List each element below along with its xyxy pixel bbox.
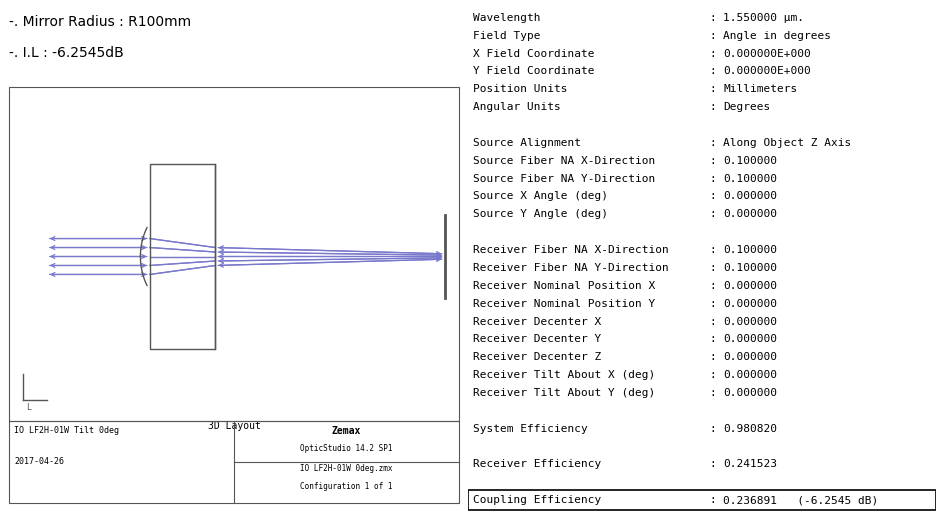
Text: 0.100000: 0.100000: [724, 173, 777, 184]
Text: Millimeters: Millimeters: [724, 84, 797, 94]
Text: Source Alignment: Source Alignment: [473, 138, 580, 148]
Text: :: :: [709, 156, 716, 166]
Bar: [9, 421, 459, 503]
Text: :: :: [709, 370, 716, 380]
Text: 0.100000: 0.100000: [724, 156, 777, 166]
Text: :: :: [709, 191, 716, 202]
Text: :: :: [709, 173, 716, 184]
Text: Source Y Angle (deg): Source Y Angle (deg): [473, 209, 607, 220]
Text: Source X Angle (deg): Source X Angle (deg): [473, 191, 607, 202]
Text: :: :: [709, 388, 716, 398]
Text: Y Field Coordinate: Y Field Coordinate: [473, 66, 594, 76]
Text: 2017-04-26: 2017-04-26: [14, 457, 64, 466]
Text: System Efficiency: System Efficiency: [473, 424, 588, 433]
Text: Configuration 1 of 1: Configuration 1 of 1: [300, 482, 392, 491]
Text: 0.000000: 0.000000: [724, 352, 777, 362]
Text: :: :: [709, 209, 716, 220]
Text: 0.100000: 0.100000: [724, 263, 777, 273]
Text: IO LF2H-01W 0deg.zmx: IO LF2H-01W 0deg.zmx: [300, 464, 392, 473]
Text: OpticStudio 14.2 SP1: OpticStudio 14.2 SP1: [300, 444, 392, 453]
Text: Source Fiber NA X-Direction: Source Fiber NA X-Direction: [473, 156, 655, 166]
Text: Position Units: Position Units: [473, 84, 567, 94]
Text: Receiver Efficiency: Receiver Efficiency: [473, 460, 601, 469]
Text: :: :: [709, 245, 716, 255]
Text: :: :: [709, 317, 716, 326]
Text: :: :: [709, 460, 716, 469]
Text: 0.100000: 0.100000: [724, 245, 777, 255]
Text: Degrees: Degrees: [724, 102, 770, 112]
Text: Receiver Decenter Y: Receiver Decenter Y: [473, 334, 601, 344]
Text: :: :: [709, 138, 716, 148]
Text: :: :: [709, 334, 716, 344]
Text: Receiver Fiber NA Y-Direction: Receiver Fiber NA Y-Direction: [473, 263, 668, 273]
Bar: [468, 490, 936, 510]
Text: Receiver Nominal Position X: Receiver Nominal Position X: [473, 281, 655, 291]
Text: 0.000000: 0.000000: [724, 299, 777, 309]
Text: L: L: [26, 403, 31, 412]
Text: 0.000000E+000: 0.000000E+000: [724, 49, 811, 58]
Bar: [150, 164, 215, 349]
Bar: [9, 87, 459, 421]
Text: :: :: [709, 84, 716, 94]
Text: 0.000000E+000: 0.000000E+000: [724, 66, 811, 76]
Text: Receiver Tilt About X (deg): Receiver Tilt About X (deg): [473, 370, 655, 380]
Text: :: :: [709, 263, 716, 273]
Text: -. I.L : -6.2545dB: -. I.L : -6.2545dB: [9, 46, 124, 60]
Text: Along Object Z Axis: Along Object Z Axis: [724, 138, 852, 148]
Text: 1.550000 μm.: 1.550000 μm.: [724, 13, 804, 23]
Text: -. Mirror Radius : R100mm: -. Mirror Radius : R100mm: [9, 15, 192, 29]
Text: Wavelength: Wavelength: [473, 13, 540, 23]
Text: 0.000000: 0.000000: [724, 191, 777, 202]
Text: 0.241523: 0.241523: [724, 460, 777, 469]
Text: X Field Coordinate: X Field Coordinate: [473, 49, 594, 58]
Text: 0.000000: 0.000000: [724, 388, 777, 398]
Text: :: :: [709, 352, 716, 362]
Text: Coupling Efficiency: Coupling Efficiency: [473, 495, 601, 505]
Text: Receiver Nominal Position Y: Receiver Nominal Position Y: [473, 299, 655, 309]
Text: :: :: [709, 102, 716, 112]
Text: 0.000000: 0.000000: [724, 334, 777, 344]
Text: Receiver Tilt About Y (deg): Receiver Tilt About Y (deg): [473, 388, 655, 398]
Text: 0.000000: 0.000000: [724, 317, 777, 326]
Text: Receiver Decenter Z: Receiver Decenter Z: [473, 352, 601, 362]
Text: Angle in degrees: Angle in degrees: [724, 31, 831, 41]
Text: :: :: [709, 49, 716, 58]
Text: 0.000000: 0.000000: [724, 370, 777, 380]
Text: Field Type: Field Type: [473, 31, 540, 41]
Text: Angular Units: Angular Units: [473, 102, 561, 112]
Text: :: :: [709, 495, 716, 505]
Text: :: :: [709, 66, 716, 76]
Text: :: :: [709, 31, 716, 41]
Text: Source Fiber NA Y-Direction: Source Fiber NA Y-Direction: [473, 173, 655, 184]
Text: 3D Layout: 3D Layout: [208, 421, 260, 430]
Text: 0.236891   (-6.2545 dB): 0.236891 (-6.2545 dB): [724, 495, 878, 505]
Text: Receiver Fiber NA X-Direction: Receiver Fiber NA X-Direction: [473, 245, 668, 255]
Text: :: :: [709, 13, 716, 23]
Text: 0.000000: 0.000000: [724, 209, 777, 220]
Text: :: :: [709, 424, 716, 433]
Text: Zemax: Zemax: [331, 426, 361, 436]
Text: Receiver Decenter X: Receiver Decenter X: [473, 317, 601, 326]
Text: IO LF2H-01W Tilt 0deg: IO LF2H-01W Tilt 0deg: [14, 426, 119, 435]
Text: 0.000000: 0.000000: [724, 281, 777, 291]
Text: :: :: [709, 281, 716, 291]
Text: :: :: [709, 299, 716, 309]
Text: 0.980820: 0.980820: [724, 424, 777, 433]
